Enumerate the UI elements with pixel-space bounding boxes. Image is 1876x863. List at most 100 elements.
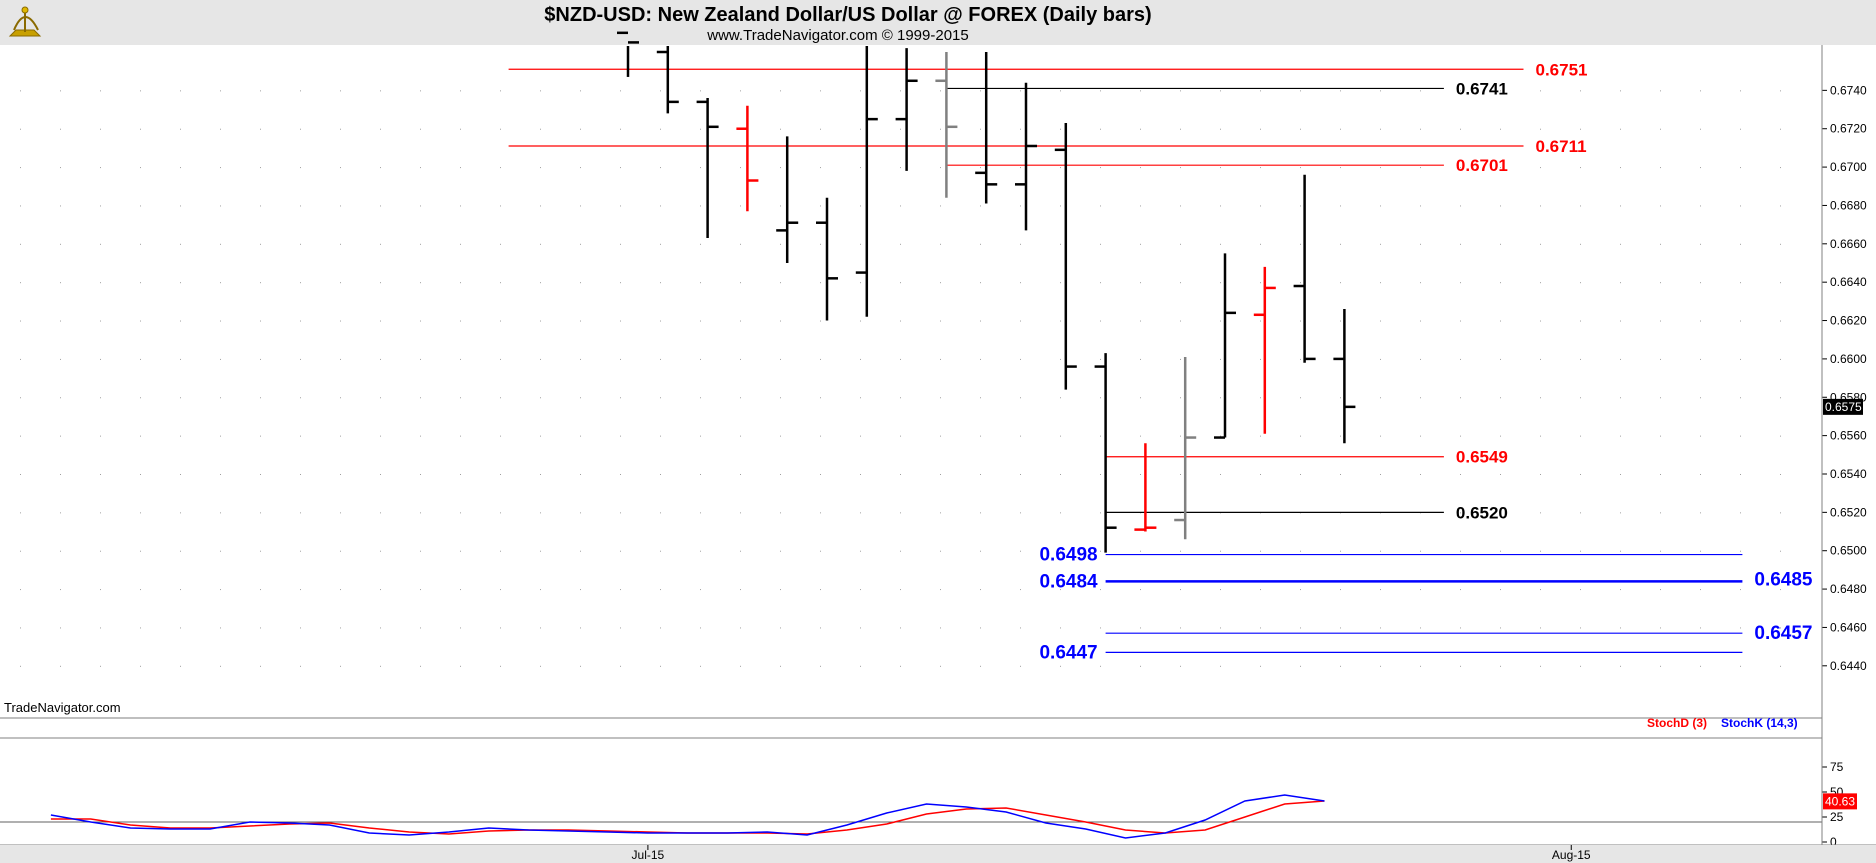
grid-dot xyxy=(580,665,581,667)
grid-dot xyxy=(60,627,61,629)
grid-dot xyxy=(1740,320,1741,322)
grid-dot xyxy=(1300,665,1301,667)
x-tick-label: Jul-15 xyxy=(632,848,665,862)
grid-dot xyxy=(860,627,861,629)
grid-dot xyxy=(420,128,421,130)
grid-dot xyxy=(1660,358,1661,360)
grid-dot xyxy=(820,128,821,130)
grid-dot xyxy=(700,589,701,591)
grid-dot xyxy=(420,589,421,591)
grid-dot xyxy=(180,473,181,475)
grid-dot xyxy=(420,435,421,437)
grid-dot xyxy=(820,320,821,322)
stochk-line xyxy=(50,794,1325,839)
grid-dot xyxy=(940,167,941,169)
oscillator-legend: StochD (3) StochK (14,3) xyxy=(1647,716,1798,730)
grid-dot xyxy=(820,665,821,667)
grid-dot xyxy=(1460,435,1461,437)
grid-dot xyxy=(1620,282,1621,284)
grid-dot xyxy=(1740,243,1741,245)
grid-dot xyxy=(820,627,821,629)
grid-dot xyxy=(660,205,661,207)
grid-dot xyxy=(940,282,941,284)
grid-dot xyxy=(980,550,981,552)
grid-dot xyxy=(700,665,701,667)
grid-dot xyxy=(580,243,581,245)
grid-dot xyxy=(460,550,461,552)
grid-dot xyxy=(1180,435,1181,437)
grid-dot xyxy=(260,665,261,667)
grid-dot xyxy=(1700,512,1701,514)
grid-dot xyxy=(620,550,621,552)
grid-dot xyxy=(660,435,661,437)
grid-dot xyxy=(1340,473,1341,475)
grid-dot xyxy=(420,282,421,284)
grid-dot xyxy=(580,167,581,169)
grid-dot xyxy=(820,550,821,552)
grid-dot xyxy=(1260,243,1261,245)
grid-dot xyxy=(1580,589,1581,591)
level-label: 0.6701 xyxy=(1456,156,1508,175)
grid-dot xyxy=(500,90,501,92)
grid-dot xyxy=(380,473,381,475)
grid-dot xyxy=(1100,665,1101,667)
grid-dot xyxy=(1700,90,1701,92)
grid-dot xyxy=(1020,167,1021,169)
grid-dot xyxy=(140,550,141,552)
grid-dot xyxy=(380,205,381,207)
grid-dot xyxy=(20,243,21,245)
grid-dot xyxy=(1460,512,1461,514)
grid-dot xyxy=(1260,550,1261,552)
grid-dot xyxy=(1100,397,1101,399)
grid-dot xyxy=(180,358,181,360)
grid-dot xyxy=(1740,473,1741,475)
grid-dot xyxy=(940,128,941,130)
grid-dot xyxy=(1020,320,1021,322)
grid-dot xyxy=(1260,205,1261,207)
grid-dot xyxy=(100,90,101,92)
grid-dot xyxy=(1020,358,1021,360)
grid-dot xyxy=(1220,243,1221,245)
grid-dot xyxy=(540,167,541,169)
grid-dot xyxy=(860,320,861,322)
grid-dot xyxy=(60,435,61,437)
grid-dot xyxy=(1300,397,1301,399)
grid-dot xyxy=(180,627,181,629)
grid-dot xyxy=(140,473,141,475)
grid-dot xyxy=(460,512,461,514)
grid-dot xyxy=(20,320,21,322)
grid-dot xyxy=(220,627,221,629)
grid-dot xyxy=(1780,397,1781,399)
grid-dot xyxy=(660,358,661,360)
grid-dot xyxy=(1220,128,1221,130)
grid-dot xyxy=(1340,550,1341,552)
grid-dot xyxy=(1540,128,1541,130)
grid-dot xyxy=(340,473,341,475)
grid-dot xyxy=(1740,627,1741,629)
grid-dot xyxy=(380,128,381,130)
grid-dot xyxy=(1460,243,1461,245)
grid-dot xyxy=(1700,589,1701,591)
grid-dot xyxy=(780,205,781,207)
grid-dot xyxy=(740,435,741,437)
grid-dot xyxy=(1260,627,1261,629)
grid-dot xyxy=(1500,282,1501,284)
grid-dot xyxy=(1060,90,1061,92)
legend-entry: StochK (14,3) xyxy=(1721,716,1798,730)
grid-dot xyxy=(1500,435,1501,437)
grid-dot xyxy=(1180,320,1181,322)
grid-dot xyxy=(1460,550,1461,552)
grid-dot xyxy=(1420,627,1421,629)
grid-dot xyxy=(1580,167,1581,169)
grid-dot xyxy=(60,358,61,360)
grid-dot xyxy=(220,473,221,475)
grid-dot xyxy=(660,589,661,591)
grid-dot xyxy=(140,435,141,437)
grid-dot xyxy=(140,358,141,360)
grid-dot xyxy=(1420,589,1421,591)
grid-dot xyxy=(540,473,541,475)
level-label: 0.6751 xyxy=(1536,60,1588,79)
grid-dot xyxy=(820,358,821,360)
grid-dot xyxy=(1420,358,1421,360)
